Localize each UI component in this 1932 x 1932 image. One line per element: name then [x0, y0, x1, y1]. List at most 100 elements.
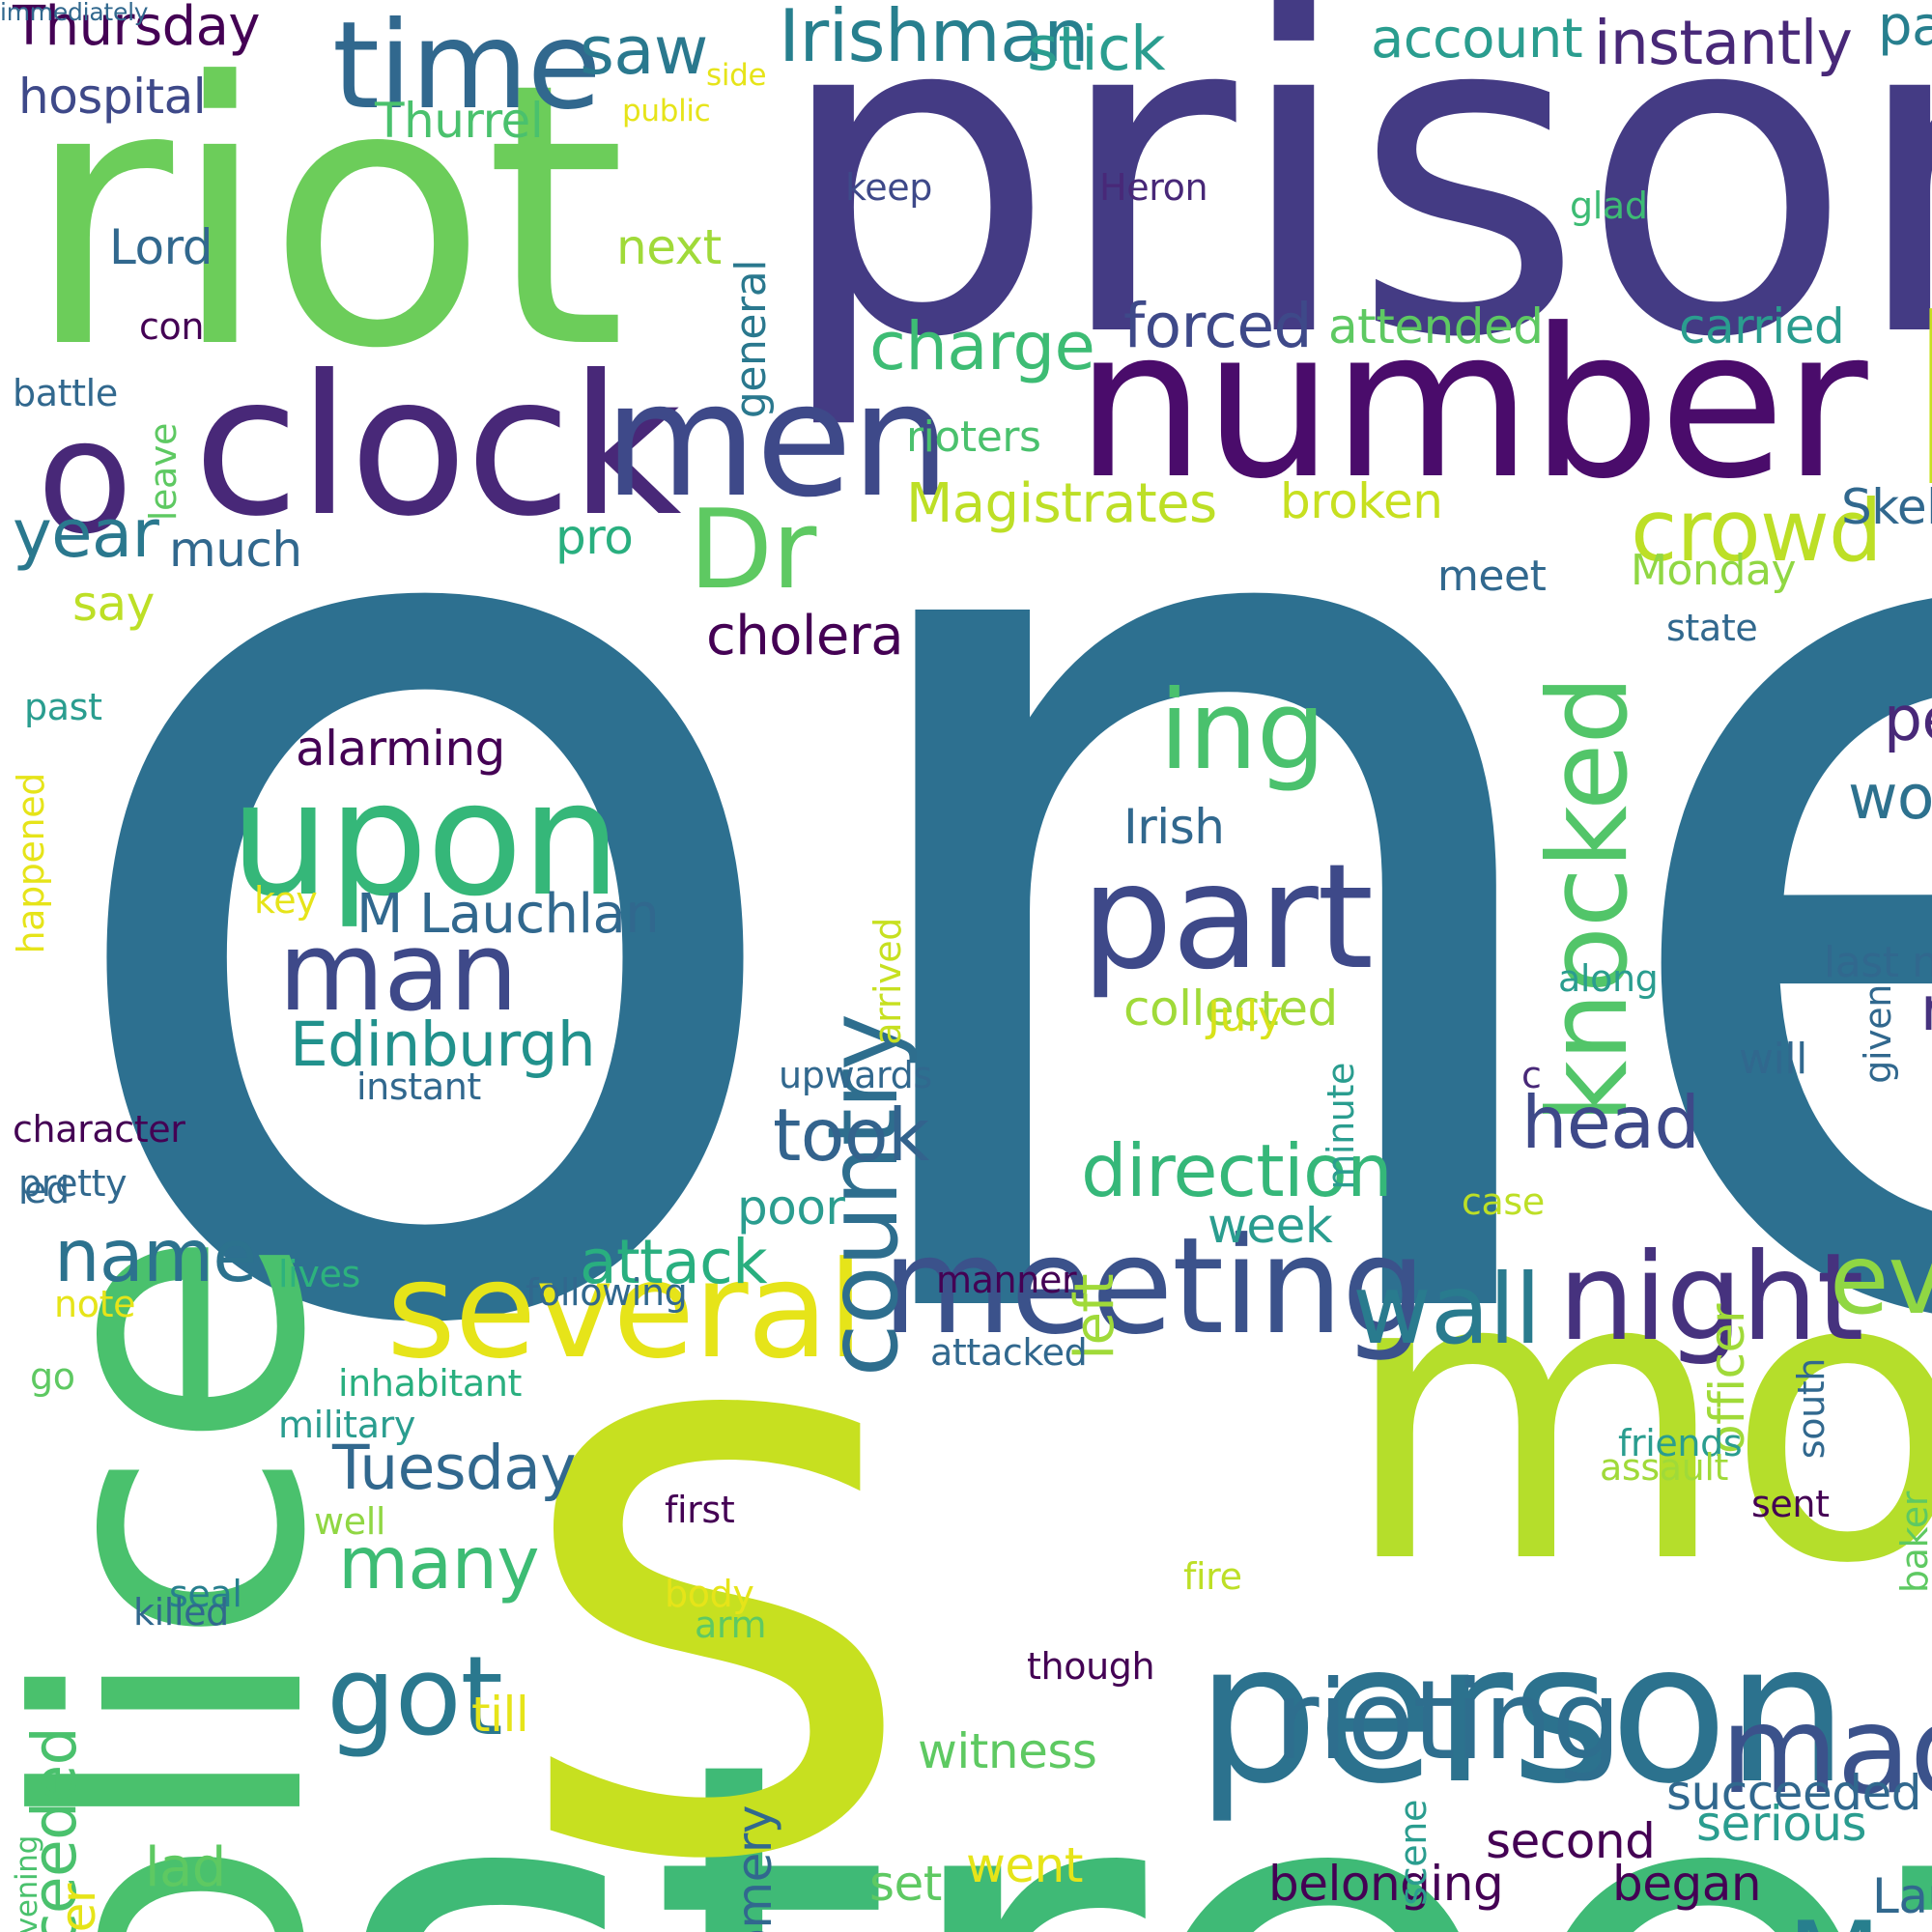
word: fire [1183, 1555, 1242, 1598]
word: July [1208, 992, 1283, 1041]
word: ter [50, 1884, 106, 1932]
word: second [1486, 1813, 1656, 1869]
word: ing [1159, 667, 1325, 794]
word: inhabitant [338, 1362, 523, 1405]
word: Heron [1099, 166, 1208, 209]
word: Thursday [13, 0, 260, 58]
word: past [24, 686, 102, 728]
word: belonging [1268, 1856, 1504, 1912]
word: charge [869, 308, 1095, 385]
word: year [13, 496, 159, 573]
word: peace [1884, 684, 1932, 754]
word: one [37, 126, 1932, 1603]
word: meeting [882, 1208, 1426, 1364]
word: friends [1618, 1422, 1743, 1464]
word: well [314, 1500, 386, 1543]
word: Tuesday [332, 1433, 577, 1503]
word: will [1739, 1035, 1807, 1084]
word: witness [918, 1723, 1097, 1779]
word: went [966, 1837, 1083, 1893]
word: pretty [18, 1162, 128, 1205]
word: battle [13, 372, 118, 414]
word: south [1790, 1358, 1833, 1460]
word: case [1462, 1180, 1545, 1223]
word: mob [1341, 1187, 1932, 1651]
word: last night [1824, 938, 1932, 987]
word: rioting [1274, 1657, 1621, 1784]
word: manner [936, 1259, 1077, 1301]
word: received [1920, 979, 1932, 1039]
word: upon [230, 749, 621, 931]
word: Thurrel [375, 93, 544, 149]
word: cholera [706, 605, 904, 668]
word: assault [1600, 1446, 1729, 1489]
word: hospital [18, 69, 207, 125]
word: rioters [906, 412, 1041, 462]
word: night [1558, 1228, 1864, 1368]
word: upwards [779, 1054, 932, 1096]
word: next [616, 219, 722, 275]
word: side [706, 58, 767, 93]
word: public [622, 94, 711, 128]
word: Mr [1787, 1908, 1925, 1932]
word: much [169, 522, 302, 578]
word: following [526, 1271, 688, 1314]
word: poor [737, 1179, 845, 1236]
word: Skelton [1841, 479, 1932, 535]
word: name [54, 1213, 257, 1298]
word: o [37, 386, 133, 569]
word: Edinburgh [290, 1009, 596, 1080]
word: clock [193, 334, 682, 559]
word: wall [1352, 1253, 1542, 1366]
word: given [1857, 984, 1899, 1084]
word: glad [1570, 185, 1648, 227]
word: forced [1123, 291, 1312, 361]
word: military [278, 1404, 415, 1446]
word: seal [169, 1573, 242, 1615]
word: though [1027, 1645, 1155, 1688]
word: sent [1751, 1483, 1830, 1525]
word: attacked [930, 1331, 1088, 1374]
word: keep [845, 166, 933, 209]
word: saw [580, 13, 708, 90]
word: note [54, 1283, 136, 1325]
word: Magistrates [906, 472, 1217, 535]
word: collected [1123, 980, 1338, 1037]
word: M Lauchlan [356, 883, 660, 946]
word: got [327, 1633, 503, 1760]
word: killed [133, 1591, 229, 1634]
word: first [665, 1489, 735, 1531]
word: attended [1328, 298, 1544, 355]
word: till [471, 1687, 529, 1743]
word: Irish [1123, 799, 1225, 855]
word: street [327, 1679, 1932, 1932]
word: immediately [0, 0, 149, 26]
word: Dr [689, 486, 816, 613]
word: arm [695, 1604, 767, 1646]
word: general [726, 260, 776, 419]
word: number [1075, 285, 1868, 525]
word: week [1208, 1198, 1333, 1254]
word: particular account [1878, 0, 1932, 58]
word: knocked [1524, 676, 1652, 1124]
word: man [278, 908, 519, 1036]
word: evening [10, 1835, 44, 1932]
word: took [773, 1093, 929, 1178]
word: character [13, 1108, 185, 1151]
word: key [254, 879, 318, 922]
word: broken [1280, 473, 1443, 529]
word: began [1612, 1856, 1762, 1912]
word: prisoner [773, 0, 1932, 436]
word: happened [10, 773, 52, 954]
word: body [665, 1573, 754, 1615]
word: baker [1893, 1492, 1932, 1594]
word: scene [1392, 1800, 1435, 1906]
word: men [604, 350, 951, 532]
word: part [1081, 834, 1374, 1002]
word: crowd [1631, 481, 1883, 581]
word: con [139, 305, 205, 348]
word: attack [580, 1227, 768, 1297]
word: meet [1437, 552, 1547, 601]
word: minute [1320, 1063, 1362, 1190]
